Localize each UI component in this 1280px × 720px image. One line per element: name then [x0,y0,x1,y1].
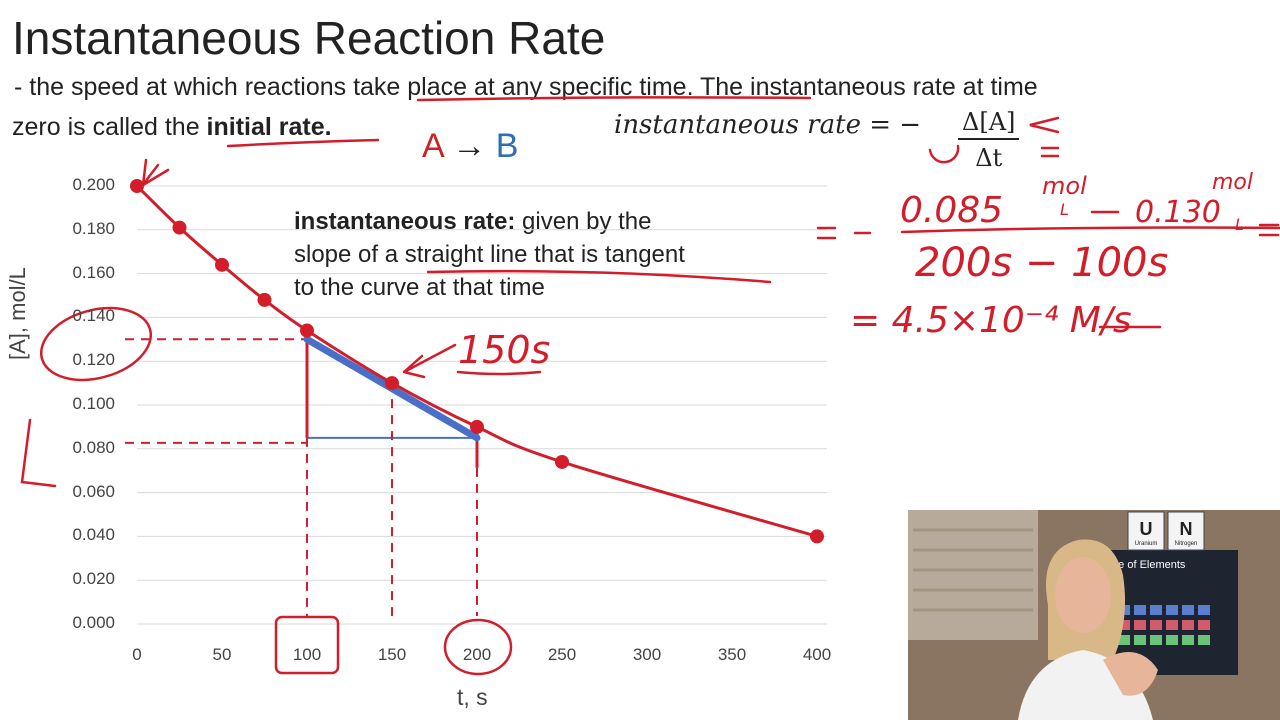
tile-n-name: Nitrogen [1175,541,1198,547]
equals-right [1258,223,1280,237]
x-tick-label: 250 [547,645,577,664]
bracket-y-label [20,418,57,488]
x-tick-label: 100 [292,645,322,664]
box-100 [274,615,340,675]
data-point [555,454,569,469]
y-tick-label: 0.020 [72,569,115,589]
check-origin [141,158,170,187]
y-tick-label: 0.100 [72,394,115,413]
underline-150s [456,370,542,376]
series-curve [135,184,818,538]
x-tick-label: 350 [717,645,747,664]
initial-rate-term: initial rate. [206,113,332,141]
equals-denominator [1040,146,1060,158]
underline-specific-time [416,96,812,102]
data-point [215,257,229,272]
underline-tangent [426,269,772,284]
chart-annotations [125,335,481,616]
callout-line-2: slope of a straight line that is tangent [294,241,685,268]
slide-title: Instantaneous Reaction Rate [12,12,606,64]
product-b: B [495,127,519,165]
y-tick-label: 0.080 [72,437,115,457]
arrow-150s [402,343,457,379]
handwritten-unit-1: mol [1042,172,1087,200]
callout-term: instantaneous rate: [294,208,516,235]
y-tick-label: 0.120 [72,350,115,370]
handwritten-150s: 150s [458,328,551,372]
presenter-video-frame: U N Uranium Nitrogen Table of Elements [908,510,1280,720]
x-tick-label: 0 [132,645,142,664]
handwritten-denominator: 200s − 100s [915,240,1169,286]
y-tick-label: 0.200 [72,175,115,194]
handwritten-result: = 4.5×10⁻⁴ M/s [850,300,1132,341]
data-point [172,220,187,235]
x-tick-label: 150 [377,645,407,664]
y-tick-label: 0.000 [72,613,115,632]
y-tick-label: 0.060 [72,481,115,501]
definition-line-2: zero is called the initial rate. [12,112,332,142]
data-point [130,179,144,193]
webcam-overlay: U N Uranium Nitrogen Table of Elements [908,510,1280,720]
fraction-numerator: Δ[A] [958,108,1020,140]
chart-grid [137,185,827,625]
reaction-arrow: → [452,127,487,165]
handwritten-unit-den-2: L [1235,215,1244,234]
x-tick-label: 300 [632,645,662,664]
fraction-bar [900,226,1280,234]
data-point [257,292,272,307]
circle-200 [443,618,513,676]
tile-u-name: Uranium [1135,541,1158,547]
x-tick-label: 400 [802,645,832,664]
y-tick-label: 0.140 [72,306,115,326]
y-tick-label: 0.180 [72,218,115,238]
definition-line-1: - the speed at which reactions take plac… [14,73,1038,101]
y-axis-label: [A], mol/L [5,267,30,360]
x-axis-label: t, s [457,684,488,710]
handwritten-unit-2: mol [1212,170,1254,195]
fraction-denominator: Δt [975,144,1003,172]
handwriting-ink [20,96,1280,676]
data-point [470,419,484,434]
reaction-equation: A → B [422,126,518,166]
x-tick-label: 200 [462,645,492,664]
data-point [385,376,399,391]
callout-line-3: to the curve at that time [294,274,545,301]
circle-0140 [39,306,153,382]
circle-minus [928,144,960,164]
arrow-numerator [1029,116,1060,134]
data-point [300,323,314,338]
rate-formula: instantaneous rate = − [614,110,922,140]
tile-u: U [1140,519,1153,539]
definition-prefix: zero is called the [12,113,207,141]
y-tick-label: 0.160 [72,262,115,282]
underline-initial-rate [226,138,380,148]
data-point [810,529,824,544]
equals-minus [816,226,872,240]
handwritten-numerator-second: 0.130 [1135,195,1221,230]
reactant-a: A [422,127,443,165]
x-tick-label: 50 [212,645,232,664]
rate-fraction: Δ[A] Δt [958,108,1020,172]
handwritten-numerator-first: 0.085 [900,190,1004,231]
definition-callout: instantaneous rate: given by the slope of… [294,205,685,304]
y-tick-label: 0.040 [72,525,115,545]
tile-n: N [1180,519,1193,539]
handwritten-unit-den-1: L [1060,200,1069,219]
callout-line-1: given by the [515,208,652,235]
chart-series [130,179,824,544]
